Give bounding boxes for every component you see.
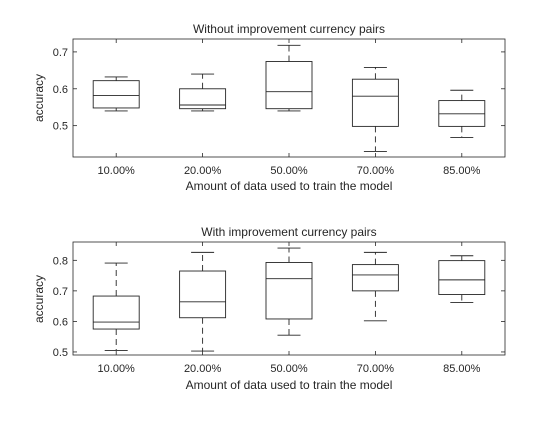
box-0: [92, 76, 140, 112]
x-tick-label: 50.00%: [270, 363, 308, 375]
bottom-x-axis-label: Amount of data used to train the model: [186, 378, 393, 392]
box-1: [179, 73, 227, 112]
box-body: [92, 295, 140, 330]
box-body: [265, 61, 313, 110]
x-tick-label: 10.00%: [98, 363, 136, 375]
box-body: [92, 80, 140, 109]
top-y-axis-label: accuracy: [32, 74, 46, 122]
top-y-axis: 0.5 0.6 0.7: [53, 47, 505, 133]
bottom-x-axis: 10.00% 20.00% 50.00% 70.00% 85.00%: [98, 242, 481, 375]
top-subplot: Without improvement currency pairs 0.50.…: [32, 22, 506, 193]
y-tick-label: 0.7: [53, 47, 68, 59]
box-body: [179, 88, 227, 110]
box-2: [265, 44, 313, 112]
x-tick-label: 70.00%: [357, 165, 395, 177]
top-chart-title: Without improvement currency pairs: [193, 22, 385, 36]
box-body: [351, 264, 399, 292]
top-x-axis-label: Amount of data used to train the model: [186, 179, 393, 193]
box-0: [92, 262, 140, 351]
y-tick-label: 0.8: [53, 255, 68, 267]
x-tick-label: 50.00%: [270, 165, 308, 177]
bottom-y-axis: 0.5 0.6 0.7 0.8: [53, 255, 505, 359]
bottom-boxes: [92, 247, 486, 352]
x-tick-label: 20.00%: [184, 165, 222, 177]
y-tick-label: 0.6: [53, 84, 68, 96]
box-2: [265, 247, 313, 336]
bottom-y-axis-label: accuracy: [32, 275, 46, 323]
x-tick-label: 85.00%: [443, 363, 481, 375]
y-tick-label: 0.6: [53, 316, 68, 328]
box-4: [438, 255, 486, 303]
box-body: [438, 260, 486, 295]
box-body: [265, 262, 313, 320]
box-3: [351, 251, 399, 322]
y-tick-label: 0.7: [53, 286, 68, 298]
box-1: [179, 251, 227, 352]
top-x-axis: 10.00% 20.00% 50.00% 70.00% 85.00%: [98, 39, 481, 177]
bottom-chart-title: With improvement currency pairs: [201, 225, 376, 239]
y-tick-label: 0.5: [53, 121, 68, 133]
box-4: [438, 89, 486, 138]
y-tick-label: 0.5: [53, 347, 68, 359]
x-tick-label: 10.00%: [98, 165, 136, 177]
box-body: [351, 78, 399, 127]
x-tick-label: 70.00%: [357, 363, 395, 375]
x-tick-label: 20.00%: [184, 363, 222, 375]
box-body: [179, 270, 227, 319]
top-boxes: [92, 44, 486, 152]
bottom-subplot: With improvement currency pairs 0.50.60.…: [32, 225, 506, 392]
x-tick-label: 85.00%: [443, 165, 481, 177]
box-3: [351, 66, 399, 152]
